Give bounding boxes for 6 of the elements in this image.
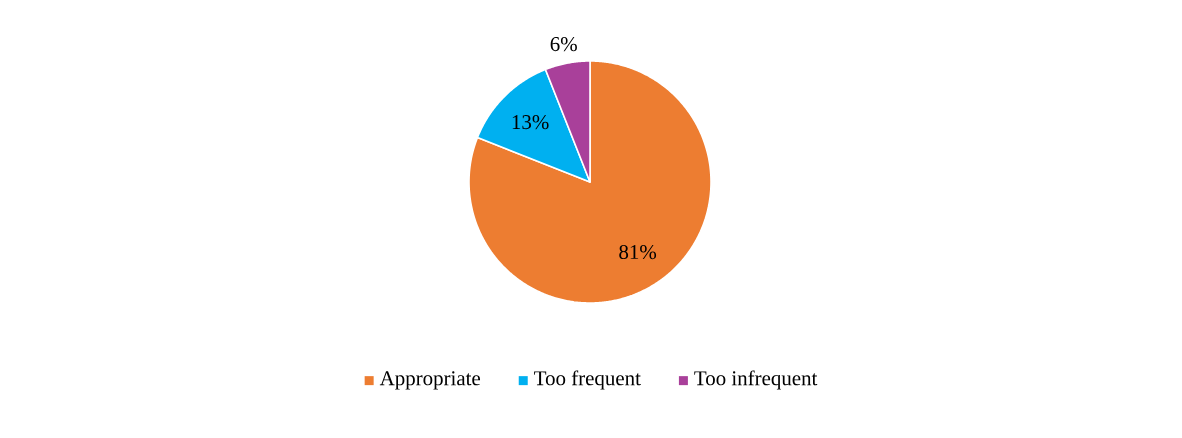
data-label: 81% [619, 244, 657, 260]
data-label: 13% [512, 115, 549, 130]
legend-label: Appropriate [379, 371, 481, 390]
data-label: 6% [550, 37, 577, 52]
legend-label: Too frequent [534, 370, 641, 390]
legend-label: Too infrequent [694, 370, 818, 390]
